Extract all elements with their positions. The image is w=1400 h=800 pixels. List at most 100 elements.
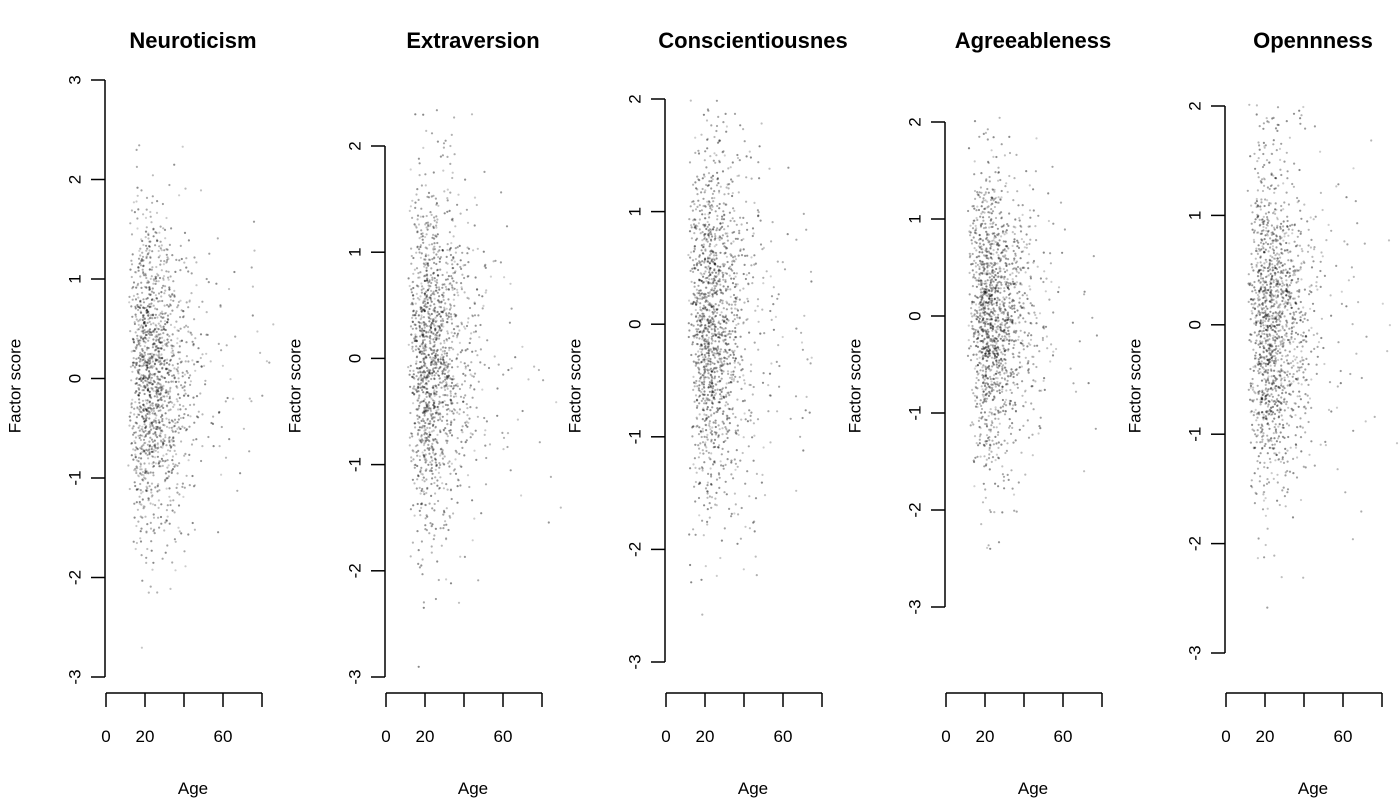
data-point — [721, 302, 724, 305]
data-point — [172, 352, 175, 355]
data-point — [444, 393, 447, 397]
data-point — [134, 331, 137, 334]
data-point — [155, 368, 158, 371]
data-point — [158, 231, 161, 234]
data-point — [747, 445, 750, 448]
data-point — [165, 519, 168, 522]
data-point — [484, 444, 487, 447]
data-point — [750, 363, 753, 366]
data-point — [740, 254, 744, 257]
data-point — [461, 446, 464, 449]
data-point — [413, 223, 416, 226]
data-point — [180, 360, 183, 363]
data-point — [161, 420, 164, 423]
data-point — [458, 244, 461, 247]
data-points — [407, 109, 562, 668]
data-point — [433, 402, 436, 405]
data-point — [451, 267, 454, 270]
data-point — [160, 413, 164, 416]
data-point — [130, 406, 133, 409]
data-point — [150, 495, 153, 498]
data-point — [161, 344, 164, 347]
data-point — [694, 533, 697, 536]
data-point — [732, 353, 736, 356]
data-point — [713, 375, 717, 378]
data-point — [141, 347, 144, 351]
data-point — [443, 212, 446, 215]
data-point — [145, 408, 148, 411]
data-point — [158, 382, 161, 385]
data-point — [444, 403, 447, 406]
data-point — [142, 374, 145, 377]
data-point — [710, 233, 713, 236]
data-point — [423, 361, 426, 364]
data-point — [174, 270, 177, 273]
data-point — [721, 447, 724, 450]
data-point — [146, 399, 149, 402]
data-point — [160, 315, 163, 318]
data-point — [731, 194, 734, 198]
data-point — [449, 144, 452, 148]
data-point — [699, 289, 702, 292]
data-point — [129, 330, 132, 333]
data-point — [726, 418, 729, 421]
data-point — [445, 408, 448, 411]
data-point — [412, 272, 415, 275]
data-point — [443, 341, 446, 345]
data-point — [156, 272, 159, 275]
data-point — [448, 384, 451, 387]
data-point — [710, 176, 713, 179]
data-point — [440, 419, 444, 422]
data-point — [706, 108, 710, 111]
data-point — [144, 399, 147, 402]
data-point — [448, 409, 452, 412]
data-point — [725, 401, 728, 404]
data-point — [708, 245, 711, 248]
data-point — [187, 376, 191, 379]
data-point — [199, 333, 203, 336]
data-point — [441, 450, 444, 454]
data-point — [710, 475, 713, 478]
data-point — [420, 466, 423, 469]
data-point — [1044, 325, 1048, 328]
data-point — [144, 272, 147, 275]
data-point — [160, 440, 163, 443]
data-point — [142, 505, 145, 508]
data-point — [146, 449, 149, 452]
data-point — [707, 282, 710, 285]
data-point — [169, 446, 172, 449]
data-point — [429, 304, 432, 307]
data-point — [158, 526, 161, 529]
data-point — [724, 251, 727, 254]
data-point — [446, 243, 449, 246]
data-point — [171, 440, 174, 443]
data-point — [721, 387, 725, 390]
data-point — [698, 384, 701, 387]
data-point — [423, 265, 426, 268]
data-point — [410, 247, 413, 250]
data-point — [1001, 385, 1004, 388]
data-point — [485, 420, 488, 423]
data-point — [698, 255, 701, 258]
data-point — [735, 314, 739, 317]
data-point — [700, 578, 703, 581]
data-point — [129, 365, 132, 368]
data-point — [1031, 433, 1034, 436]
data-point — [449, 304, 452, 307]
data-point — [442, 291, 445, 294]
data-point — [434, 438, 437, 441]
data-point — [148, 406, 151, 409]
data-point — [166, 477, 169, 480]
data-point — [461, 383, 464, 386]
data-point — [427, 380, 430, 383]
data-point — [139, 434, 142, 437]
data-point — [736, 398, 739, 401]
data-point — [690, 353, 693, 357]
data-point — [440, 300, 443, 303]
data-point — [435, 215, 438, 218]
data-point — [419, 271, 422, 274]
data-point — [751, 393, 754, 396]
data-point — [192, 403, 196, 406]
data-point — [706, 184, 709, 187]
data-point — [442, 393, 445, 397]
